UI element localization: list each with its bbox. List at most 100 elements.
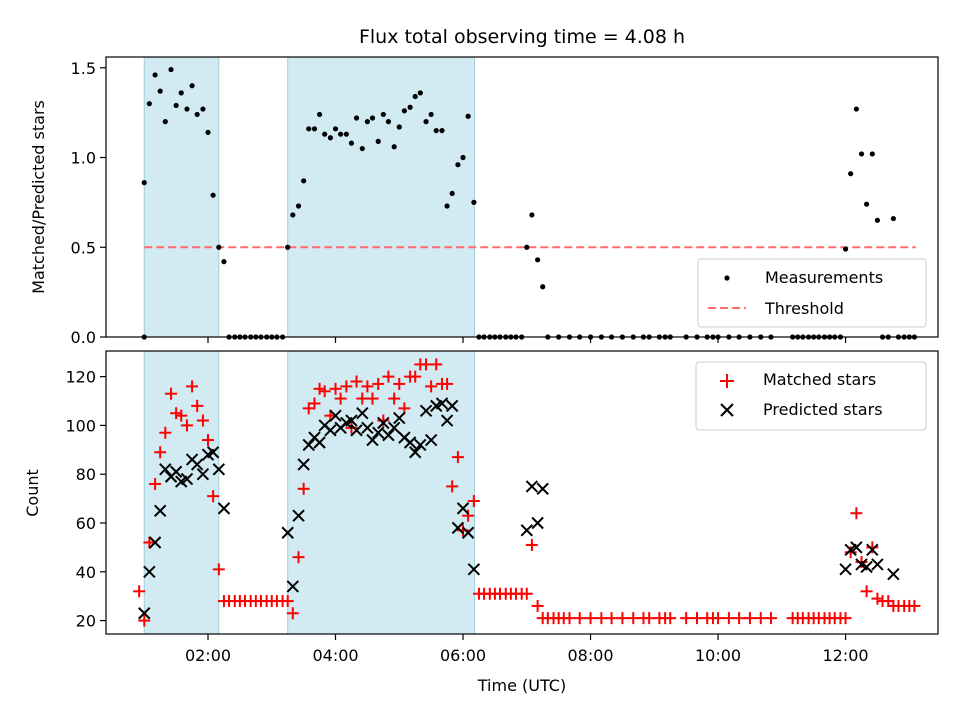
- matched-star-point: [680, 612, 693, 625]
- matched-star-point: [196, 414, 209, 427]
- measurement-point: [412, 93, 418, 100]
- observing-interval-shade: [287, 350, 476, 635]
- x-axis-label: Time (UTC): [477, 676, 566, 695]
- measurement-point: [348, 140, 355, 146]
- measurement-point: [311, 126, 318, 132]
- xtick-label: 02:00: [185, 646, 231, 665]
- measurement-point: [396, 124, 402, 130]
- top-ylabel: Matched/Predicted stars: [29, 100, 48, 294]
- matched-star-point: [286, 607, 299, 620]
- measurement-point: [295, 203, 302, 209]
- predicted-star-point: [456, 502, 470, 515]
- measurement-point: [853, 106, 859, 112]
- top-ytick-label: 0.5: [71, 238, 96, 257]
- legend-matched-marker: [720, 374, 734, 388]
- matched-star-point: [154, 446, 167, 459]
- xtick-label: 10:00: [695, 646, 741, 665]
- bottom-panel: 20 40 60 80 100 120 02:00 04:00 06:00 08:00 10:00…: [23, 350, 939, 695]
- matched-star-point: [377, 414, 390, 427]
- matched-star-point: [149, 477, 162, 490]
- predicted-star-point: [361, 421, 374, 435]
- predicted-star-point: [382, 428, 395, 442]
- predicted-star-point: [366, 433, 379, 447]
- measurement-point: [842, 246, 849, 252]
- matched-star-point: [143, 536, 156, 549]
- measurement-point: [455, 162, 461, 168]
- predicted-star-point: [297, 458, 310, 471]
- measurement-point: [221, 259, 227, 265]
- measurement-point: [375, 138, 381, 144]
- matched-star-point: [292, 551, 305, 564]
- legend-measurements-label: Measurements: [765, 268, 883, 287]
- predicted-star-point: [414, 438, 427, 452]
- matched-star-point: [318, 385, 331, 398]
- predicted-star-point: [440, 414, 454, 427]
- measurement-point: [433, 127, 439, 134]
- legend-predicted-label: Predicted stars: [763, 400, 883, 419]
- matched-star-point: [180, 419, 193, 432]
- predicted-star-point: [169, 465, 183, 478]
- chart-title: Flux total observing time = 4.08 h: [359, 26, 685, 48]
- matched-star-point: [393, 377, 406, 390]
- measurement-point: [322, 131, 328, 137]
- matched-star-point: [366, 392, 379, 405]
- matched-star-point: [764, 612, 777, 625]
- observing-interval-shade: [287, 56, 476, 338]
- matched-star-point: [334, 392, 347, 405]
- matched-star-point: [520, 587, 533, 600]
- predicted-star-point: [866, 543, 879, 557]
- measurement-point: [162, 119, 168, 125]
- matched-star-point: [212, 563, 225, 576]
- matched-star-point: [356, 392, 369, 405]
- matched-star-point: [462, 509, 475, 522]
- predicted-star-point: [887, 568, 900, 581]
- predicted-star-point: [281, 526, 294, 539]
- matched-star-point: [382, 370, 395, 383]
- predicted-star-point: [302, 438, 315, 452]
- bottom-ytick-label: 80: [76, 465, 96, 484]
- matched-star-point: [441, 377, 454, 390]
- bottom-legend: Matched stars Predicted stars: [695, 361, 927, 431]
- measurement-point: [465, 113, 471, 119]
- legend-predicted-marker: [720, 403, 734, 417]
- predicted-star-point: [286, 580, 300, 593]
- measurement-point: [316, 111, 323, 118]
- measurement-point: [194, 111, 200, 118]
- measurement-point: [385, 119, 392, 125]
- matched-star-point: [446, 480, 459, 493]
- matched-star-point: [297, 482, 310, 495]
- measurement-point: [173, 102, 179, 109]
- legend-threshold-label: Threshold: [764, 299, 844, 318]
- measurement-point: [168, 66, 174, 73]
- matched-star-point: [722, 612, 735, 625]
- measurement-point: [141, 180, 147, 186]
- measurement-point: [417, 90, 423, 96]
- matched-star-point: [908, 599, 921, 612]
- matched-star-point: [866, 541, 879, 554]
- matched-star-point: [350, 375, 363, 388]
- measurement-point: [364, 119, 370, 125]
- measurement-point: [369, 115, 376, 121]
- predicted-star-point: [148, 536, 162, 549]
- measurement-point: [152, 72, 158, 78]
- legend-measurements-marker: [724, 275, 730, 281]
- xtick-label: 04:00: [312, 646, 358, 665]
- bottom-ytick-label: 60: [76, 514, 96, 533]
- predicted-star-point: [180, 472, 194, 486]
- measurement-point: [338, 131, 344, 137]
- matched-star-point: [313, 382, 326, 395]
- measurement-point: [306, 126, 312, 132]
- measurement-point: [290, 212, 296, 218]
- predicted-star-point: [531, 516, 544, 530]
- predicted-star-point: [313, 436, 326, 449]
- measurement-point: [189, 83, 195, 89]
- measurement-point: [874, 217, 881, 223]
- matched-star-point: [643, 612, 656, 625]
- measurement-point: [890, 215, 896, 222]
- measurement-point: [157, 88, 163, 94]
- xtick-label: 08:00: [567, 646, 613, 665]
- matched-star-point: [425, 380, 438, 393]
- matched-star-point: [860, 585, 873, 598]
- measurement-point: [471, 199, 477, 205]
